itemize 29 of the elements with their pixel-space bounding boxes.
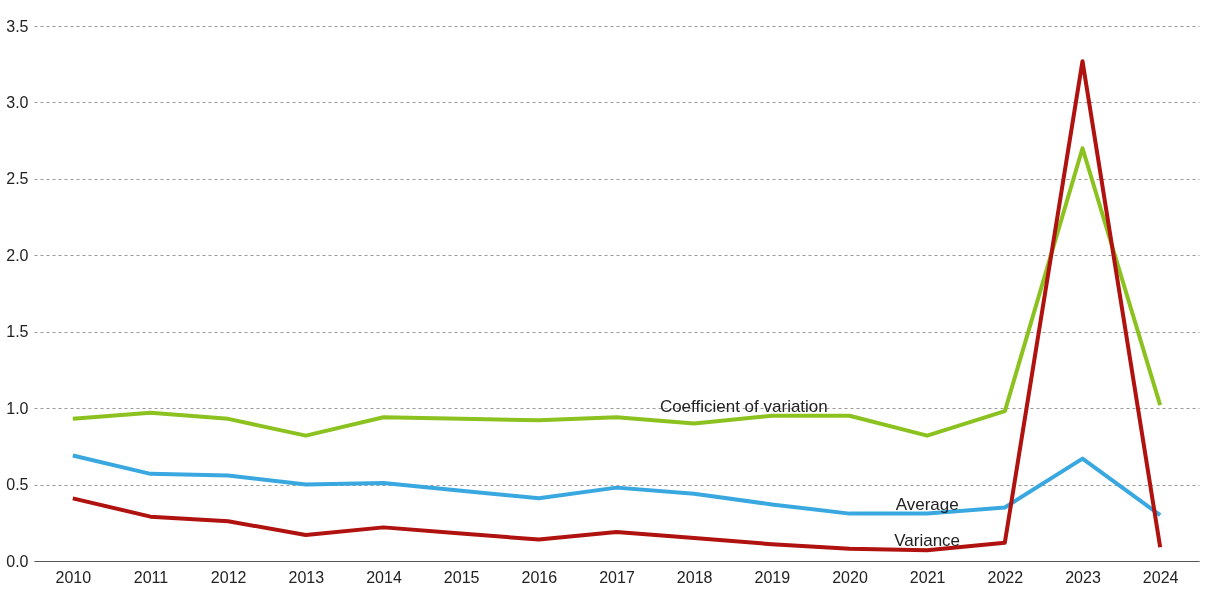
- y-tick-label: 3.5: [6, 17, 29, 35]
- x-tick-label: 2020: [832, 568, 868, 586]
- y-tick-label: 3.0: [6, 93, 29, 111]
- x-tick-label: 2024: [1142, 568, 1179, 586]
- x-tick-label: 2023: [1065, 568, 1101, 586]
- y-tick-label: 2.5: [6, 170, 29, 188]
- series-label: Average: [895, 494, 959, 514]
- x-tick-label: 2010: [55, 568, 92, 586]
- series-label: Variance: [894, 531, 961, 551]
- line-series: [70, 453, 1163, 518]
- x-tick-label: 2022: [987, 568, 1024, 586]
- x-tick-label: 2012: [210, 568, 247, 586]
- series-label: Coefficient of variation: [659, 396, 828, 416]
- x-tick-label: 2018: [676, 568, 713, 586]
- x-tick-label: 2019: [754, 568, 791, 586]
- x-tick-label: 2021: [909, 568, 946, 586]
- x-tick-label: 2016: [521, 568, 558, 586]
- x-tick-label: 2013: [288, 568, 325, 586]
- x-tick-label: 2014: [366, 568, 402, 586]
- y-tick-label: 2.0: [6, 246, 29, 264]
- x-tick-label: 2015: [443, 568, 480, 586]
- y-tick-label: 1.0: [6, 399, 29, 417]
- y-tick-label: 1.5: [6, 323, 29, 341]
- y-tick-label: 0.0: [6, 552, 29, 570]
- y-tick-label: 0.5: [6, 476, 29, 494]
- x-tick-label: 2011: [133, 568, 169, 586]
- line-series: [70, 146, 1163, 438]
- line-series: [70, 59, 1163, 553]
- x-tick-label: 2017: [599, 568, 635, 586]
